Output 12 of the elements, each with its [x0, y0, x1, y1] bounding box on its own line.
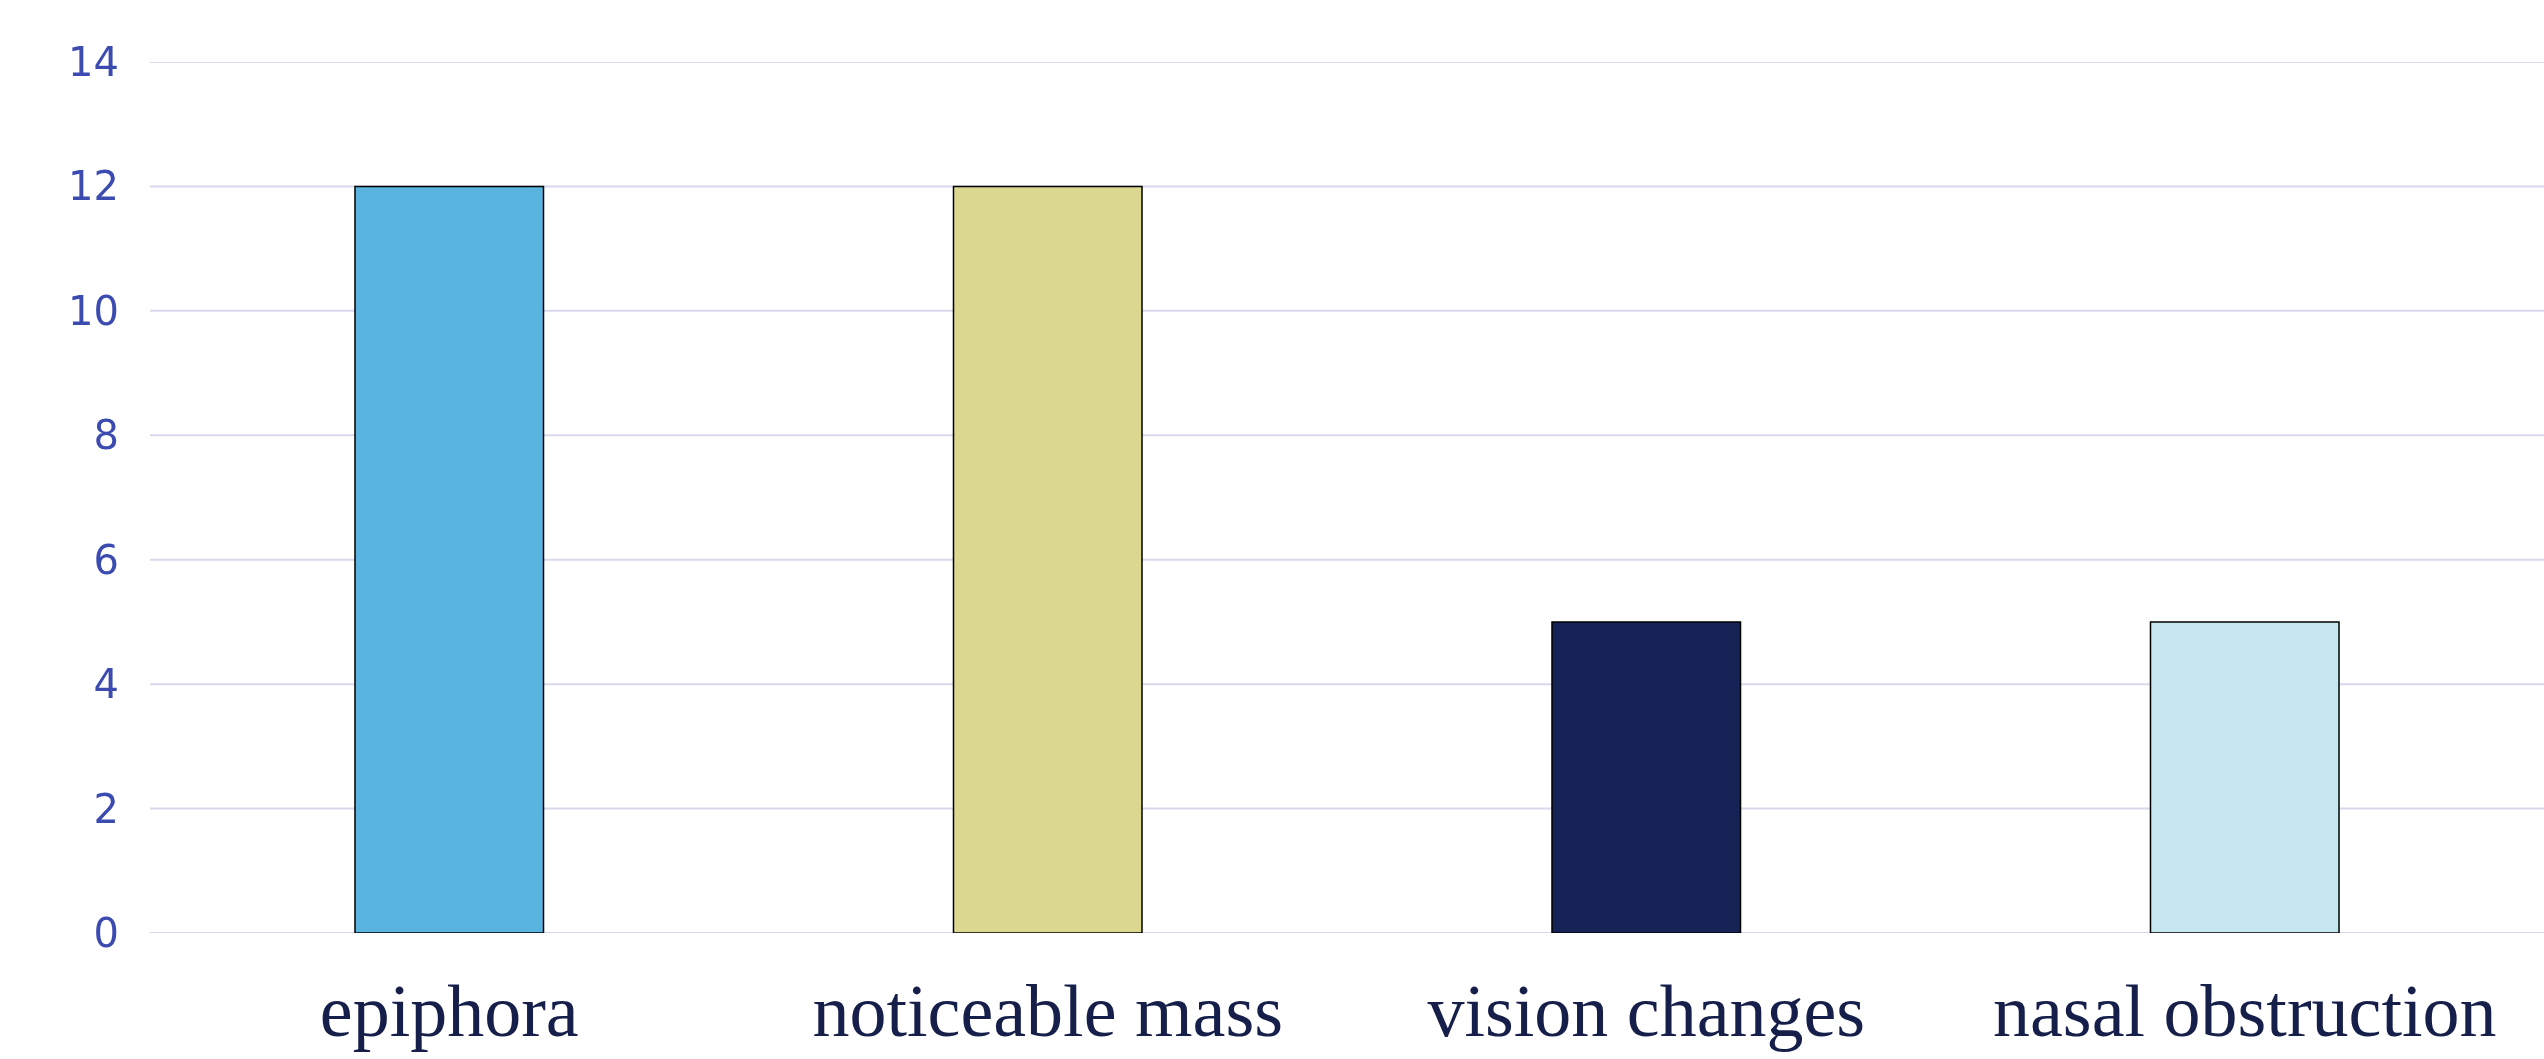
x-tick-label: epiphora: [319, 970, 579, 1052]
y-tick-label: 10: [68, 287, 119, 334]
y-tick-label: 12: [68, 163, 119, 210]
y-tick-label: 4: [93, 661, 119, 708]
y-tick-label: 14: [68, 39, 119, 85]
y-tick-label: 8: [93, 412, 119, 459]
y-tick-label: 6: [93, 536, 119, 583]
x-tick-label: noticeable mass: [812, 970, 1284, 1052]
y-tick-label: 2: [93, 785, 119, 832]
x-tick-label: nasal obstruction: [1992, 970, 2497, 1052]
x-tick-label: vision changes: [1427, 970, 1866, 1052]
y-tick-label: 0: [93, 910, 119, 956]
